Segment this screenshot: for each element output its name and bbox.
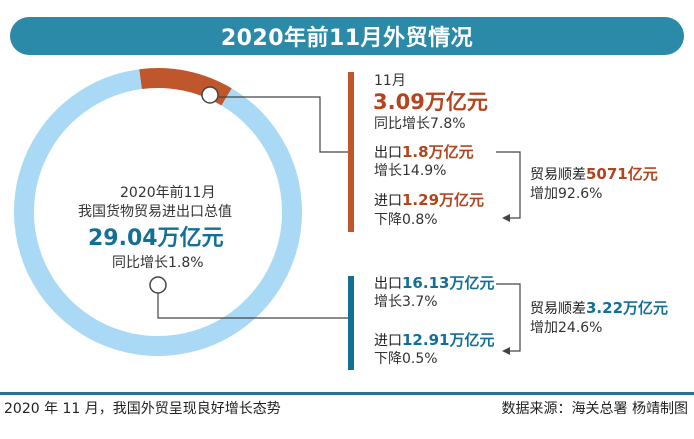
footer-caption: 2020 年 11 月，我国外贸呈现良好增长态势: [4, 401, 281, 417]
ytd-import-prefix: 进口: [374, 333, 402, 349]
ytd-surplus-line: 贸易顺差3.22万亿元: [530, 299, 669, 317]
ytd-surplus-prefix: 贸易顺差: [530, 301, 586, 317]
nov-export-line: 出口1.8万亿元: [374, 143, 474, 161]
nov-connector-line: [219, 96, 348, 153]
title-banner: 2020年前11月外贸情况: [10, 17, 684, 55]
center-total-value: 29.04万亿元: [88, 226, 224, 251]
nov-export-prefix: 出口: [374, 145, 402, 161]
nov-total-value: 3.09万亿元: [373, 90, 488, 114]
nov-import-value: 1.29万亿元: [402, 191, 485, 209]
ytd-bracket-arrow: [502, 347, 510, 355]
ytd-import-change: 下降0.5%: [374, 351, 438, 367]
nov-bar: [348, 72, 354, 232]
nov-export-value: 1.8万亿元: [402, 143, 474, 161]
nov-import-change: 下降0.8%: [374, 212, 438, 228]
center-label-year: 2020年前11月: [120, 185, 216, 201]
nov-connector-dot: [201, 86, 219, 104]
nov-bracket: [496, 151, 521, 219]
ytd-export-line: 出口16.13万亿元: [374, 274, 495, 292]
center-label-desc: 我国货物贸易进出口总值: [78, 204, 232, 220]
nov-export-growth: 增长14.9%: [374, 163, 447, 179]
ytd-export-growth: 增长3.7%: [374, 294, 438, 310]
ytd-export-prefix: 出口: [374, 276, 402, 292]
donut-slice-0: [139, 68, 232, 106]
donut-slice-1: [14, 69, 302, 356]
ytd-connector-dot: [149, 276, 167, 294]
nov-bracket-arrow: [502, 214, 510, 222]
page-title: 2020年前11月外贸情况: [220, 26, 474, 51]
nov-growth: 同比增长7.8%: [374, 116, 466, 132]
ytd-export-value: 16.13万亿元: [402, 274, 495, 292]
ytd-surplus-growth: 增加24.6%: [530, 320, 603, 336]
ytd-bar: [348, 276, 354, 370]
nov-surplus-value: 5071亿元: [586, 165, 658, 183]
nov-surplus-prefix: 贸易顺差: [530, 167, 586, 183]
center-growth: 同比增长1.8%: [112, 255, 204, 271]
footer-divider: [0, 392, 694, 395]
ytd-import-line: 进口12.91万亿元: [374, 331, 495, 349]
ytd-connector-line: [157, 293, 348, 319]
nov-surplus-line: 贸易顺差5071亿元: [530, 165, 658, 183]
ytd-bracket: [496, 283, 521, 352]
ytd-import-value: 12.91万亿元: [402, 331, 495, 349]
nov-label: 11月: [374, 73, 406, 89]
footer-source: 数据来源：海关总署 杨靖制图: [501, 401, 688, 417]
nov-import-line: 进口1.29万亿元: [374, 191, 485, 209]
ytd-surplus-value: 3.22万亿元: [586, 299, 669, 317]
nov-import-prefix: 进口: [374, 193, 402, 209]
nov-surplus-growth: 增加92.6%: [530, 186, 603, 202]
